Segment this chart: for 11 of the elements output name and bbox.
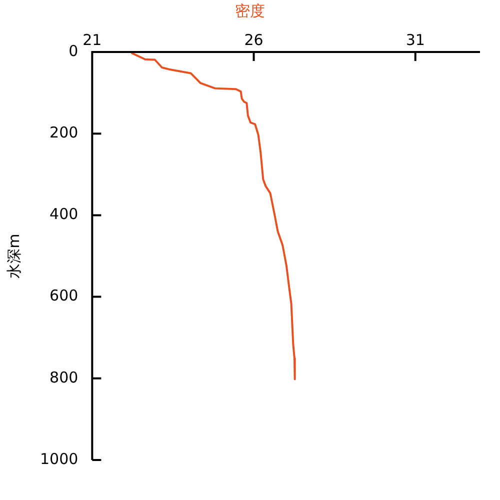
y-tick-label: 1000 <box>40 450 78 468</box>
x-axis-title: 密度 <box>234 2 266 21</box>
y-tick-label: 800 <box>50 368 78 386</box>
x-tick-label: 26 <box>244 30 264 49</box>
y-tick-label: 600 <box>50 286 78 305</box>
y-tick-label: 400 <box>50 205 78 224</box>
x-tick-label: 21 <box>82 30 102 49</box>
x-tick-label: 31 <box>406 30 425 49</box>
y-axis-title: 水深m <box>4 234 23 278</box>
y-tick-label: 200 <box>50 123 78 142</box>
y-tick-label: 0 <box>68 42 78 60</box>
